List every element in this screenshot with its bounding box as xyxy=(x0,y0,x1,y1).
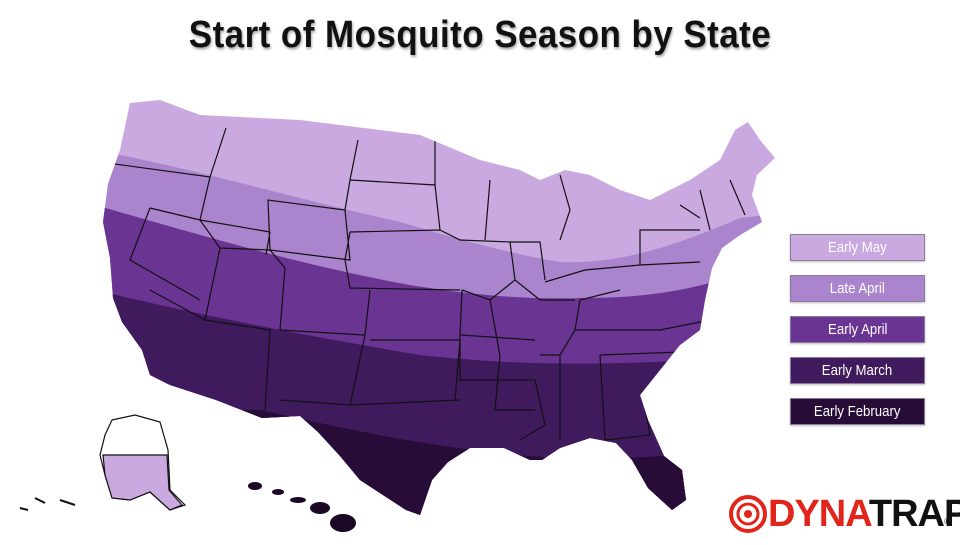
brand-logo: DYNATRAP ® xyxy=(728,490,960,536)
legend-early-may-label: Early May xyxy=(828,239,887,256)
brand-swirl-icon xyxy=(729,495,767,533)
legend-late-april: Late April xyxy=(790,275,925,302)
legend-early-april: Early April xyxy=(790,316,925,343)
brand-wordmark: DYNATRAP xyxy=(768,494,960,534)
brand-wordmark-part2: TRAP xyxy=(868,493,960,535)
map-legend: Early May Late April Early April Early M… xyxy=(790,234,925,439)
legend-early-may: Early May xyxy=(790,234,925,261)
legend-early-april-label: Early April xyxy=(827,321,888,338)
hawaii xyxy=(248,482,356,532)
legend-late-april-label: Late April xyxy=(829,280,886,297)
legend-early-march-label: Early March xyxy=(822,362,893,379)
alaska xyxy=(19,414,187,511)
legend-early-february-label: Early February xyxy=(814,403,901,420)
page-title: Start of Mosquito Season by State xyxy=(188,14,772,56)
registered-mark: ® xyxy=(944,517,950,526)
legend-early-february: Early February xyxy=(790,398,925,425)
brand-wordmark-part1: DYNA xyxy=(768,493,870,535)
state-borders xyxy=(103,127,746,441)
legend-early-march: Early March xyxy=(790,357,925,384)
